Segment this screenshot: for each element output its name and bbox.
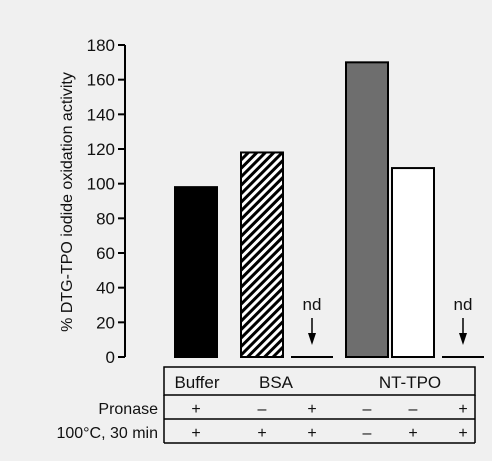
nd-label: nd bbox=[303, 295, 322, 314]
condition-cell: + bbox=[307, 401, 316, 418]
y-tick-label: 140 bbox=[87, 105, 115, 124]
y-tick-label: 180 bbox=[87, 36, 115, 55]
condition-label: Pronase bbox=[98, 401, 158, 418]
condition-cell: + bbox=[458, 401, 467, 418]
bar bbox=[240, 151, 284, 358]
bar bbox=[174, 186, 218, 358]
y-axis: 0 20 40 60 80 100 120 140 160 180 bbox=[87, 36, 126, 367]
bar-annotations: nd nd bbox=[303, 295, 473, 345]
arrow-head-icon bbox=[459, 333, 467, 345]
y-tick-label: 120 bbox=[87, 140, 115, 159]
condition-label: 100°C, 30 min bbox=[56, 425, 158, 442]
bar bbox=[345, 61, 389, 358]
group-label: NT-TPO bbox=[379, 373, 441, 392]
condition-cell: + bbox=[191, 425, 200, 442]
y-tick-label: 20 bbox=[96, 313, 115, 332]
y-tick-label: 100 bbox=[87, 175, 115, 194]
condition-cell: – bbox=[258, 401, 267, 418]
condition-cell: + bbox=[307, 425, 316, 442]
group-label: Buffer bbox=[174, 373, 219, 392]
bars bbox=[174, 61, 484, 358]
condition-cell: + bbox=[257, 425, 266, 442]
condition-table: Buffer BSA NT-TPO Pronase + – + – – +100°C, 30 mi… bbox=[56, 366, 476, 444]
bar bbox=[391, 167, 435, 358]
y-tick-label: 40 bbox=[96, 279, 115, 298]
condition-cell: + bbox=[458, 425, 467, 442]
arrow-head-icon bbox=[308, 333, 316, 345]
y-axis-label: % DTG-TPO iodide oxidation activity bbox=[59, 72, 76, 332]
y-tick-label: 0 bbox=[106, 348, 115, 367]
condition-cell: – bbox=[409, 401, 418, 418]
nd-label: nd bbox=[454, 295, 473, 314]
group-header-box bbox=[163, 366, 476, 396]
condition-cell: + bbox=[191, 401, 200, 418]
y-tick-label: 160 bbox=[87, 71, 115, 90]
y-tick-label: 80 bbox=[96, 209, 115, 228]
condition-cell: – bbox=[363, 425, 372, 442]
condition-cell: + bbox=[408, 425, 417, 442]
y-tick-label: 60 bbox=[96, 244, 115, 263]
group-label: BSA bbox=[259, 373, 294, 392]
condition-cell: – bbox=[363, 401, 372, 418]
